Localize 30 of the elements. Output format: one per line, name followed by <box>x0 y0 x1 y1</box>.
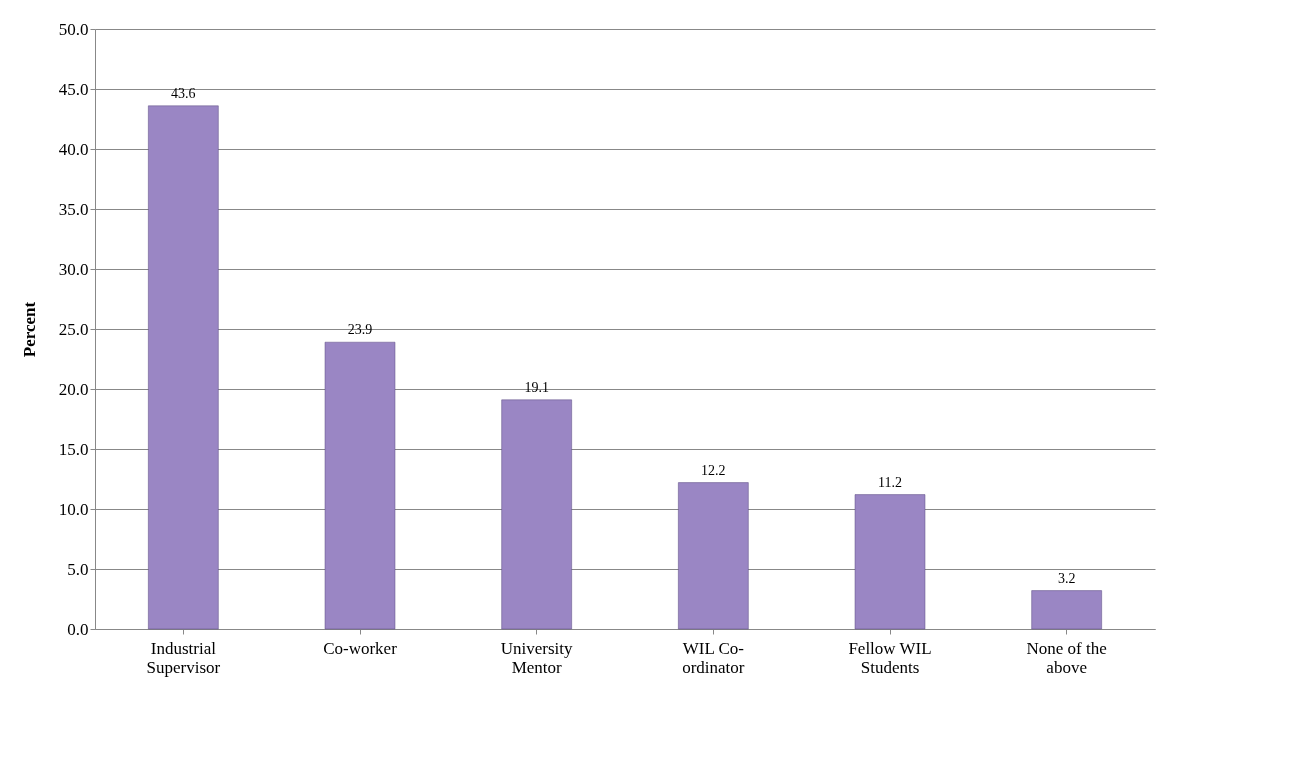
bar <box>854 494 926 630</box>
x-tick-label: University Mentor <box>500 638 574 677</box>
y-tick-label: 10.0 <box>58 499 89 519</box>
bar <box>148 105 219 630</box>
data-label: 43.6 <box>171 85 196 101</box>
x-tick-label: Fellow WIL Students <box>848 638 932 677</box>
x-tick-label: None of the above <box>1026 638 1107 677</box>
data-label: 12.2 <box>701 462 726 478</box>
data-label: 11.2 <box>878 474 902 490</box>
bar <box>501 399 572 630</box>
y-tick-label: 45.0 <box>58 79 89 99</box>
bar <box>324 341 396 630</box>
y-tick-label: 35.0 <box>58 199 89 219</box>
y-tick-label: 50.0 <box>58 19 89 39</box>
y-tick-label: 30.0 <box>58 259 89 279</box>
x-tick-label: Co-worker <box>323 638 398 658</box>
bar <box>678 482 749 630</box>
y-tick-label: 40.0 <box>58 139 89 159</box>
x-tick-label: Industrial Supervisor <box>146 638 221 677</box>
y-tick-label: 20.0 <box>58 379 89 399</box>
x-tick-label: WIL Co-ordinator <box>682 638 745 677</box>
y-tick-label: 0.0 <box>67 619 89 639</box>
bar <box>1031 590 1102 630</box>
y-axis-title: Percent <box>19 301 39 358</box>
y-tick-label: 15.0 <box>58 439 89 459</box>
data-label: 19.1 <box>524 379 549 395</box>
y-tick-label: 25.0 <box>58 319 89 339</box>
data-label: 23.9 <box>347 322 373 338</box>
y-tick-label: 5.0 <box>67 559 89 579</box>
data-label: 3.2 <box>1057 570 1076 586</box>
